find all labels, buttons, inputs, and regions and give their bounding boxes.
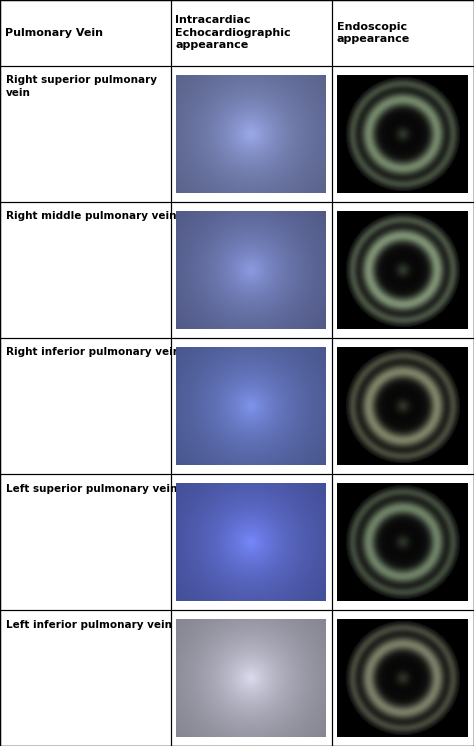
Bar: [332, 338, 474, 474]
Bar: [0, 474, 171, 610]
Text: Intracardiac
Echocardiographic
appearance: Intracardiac Echocardiographic appearanc…: [175, 16, 291, 50]
Bar: [0, 201, 171, 338]
Bar: [332, 66, 474, 201]
Text: Right inferior pulmonary vein: Right inferior pulmonary vein: [6, 348, 180, 357]
Bar: [332, 610, 474, 746]
Bar: [171, 0, 332, 66]
Text: Endoscopic
appearance: Endoscopic appearance: [337, 22, 410, 44]
Text: Left inferior pulmonary vein: Left inferior pulmonary vein: [6, 620, 172, 630]
Bar: [171, 66, 332, 201]
Bar: [171, 338, 332, 474]
Bar: [0, 66, 171, 201]
Bar: [332, 474, 474, 610]
Text: Pulmonary Vein: Pulmonary Vein: [5, 28, 103, 38]
Text: Left superior pulmonary vein: Left superior pulmonary vein: [6, 483, 177, 494]
Bar: [171, 474, 332, 610]
Bar: [0, 0, 171, 66]
Bar: [0, 610, 171, 746]
Bar: [171, 610, 332, 746]
Text: Right middle pulmonary vein: Right middle pulmonary vein: [6, 211, 176, 222]
Bar: [171, 201, 332, 338]
Bar: [0, 338, 171, 474]
Bar: [332, 201, 474, 338]
Text: Right superior pulmonary
vein: Right superior pulmonary vein: [6, 75, 157, 98]
Bar: [332, 0, 474, 66]
